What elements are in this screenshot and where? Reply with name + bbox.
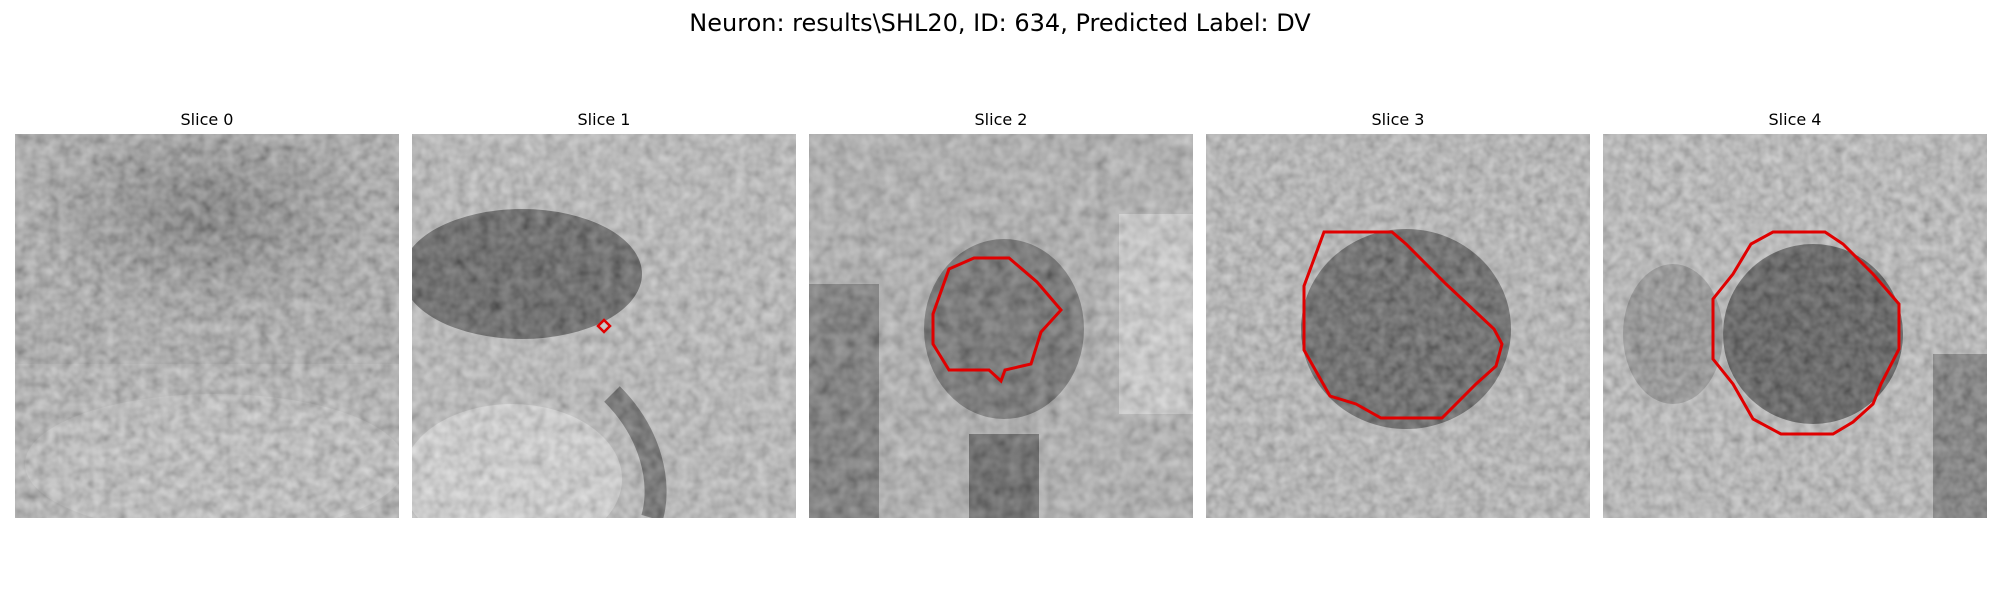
slice-title: Slice 2 [974, 110, 1028, 129]
slice-image-1 [412, 134, 796, 518]
contour-outline [931, 256, 1064, 384]
slice-title: Slice 1 [577, 110, 631, 129]
slice-title: Slice 4 [1768, 110, 1822, 129]
contour-marker [596, 318, 612, 334]
contour-outline [1711, 230, 1901, 436]
slice-image-3 [1206, 134, 1590, 518]
slice-title: Slice 0 [180, 110, 234, 129]
slice-image-4 [1603, 134, 1987, 518]
slice-image-0 [15, 134, 399, 518]
figure-title: Neuron: results\SHL20, ID: 634, Predicte… [689, 9, 1311, 37]
contour-outline [1302, 230, 1504, 420]
slice-title: Slice 3 [1371, 110, 1425, 129]
slice-image-2 [809, 134, 1193, 518]
